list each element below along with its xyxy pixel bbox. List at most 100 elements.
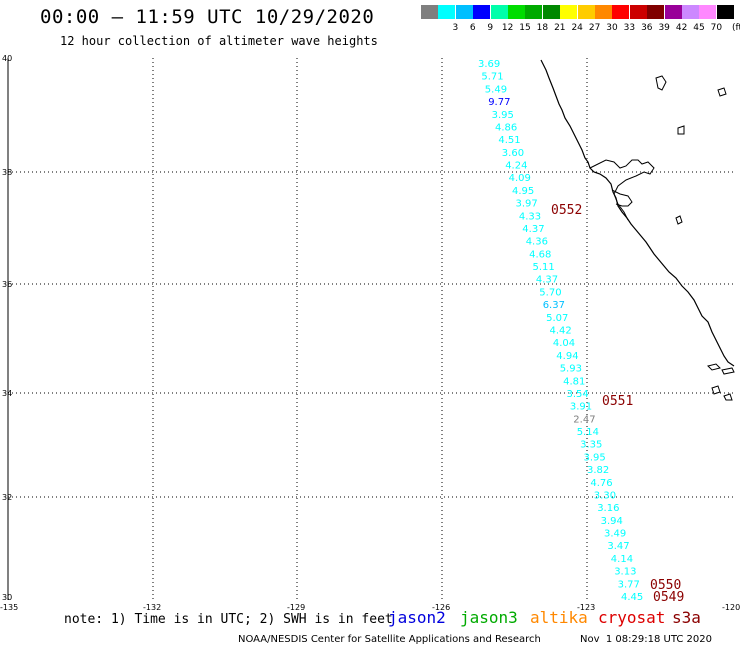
- wave-height-value: 3.95: [492, 110, 514, 121]
- wave-height-value: 5.49: [485, 84, 507, 95]
- pass-time-label: 0549: [653, 590, 684, 605]
- pass-time-label: 0551: [602, 394, 633, 409]
- credit-line: NOAA/NESDIS Center for Satellite Applica…: [238, 634, 541, 645]
- legend-label: 70: [710, 23, 723, 33]
- legend-swatch: [455, 5, 473, 19]
- legend-unit-label: (ft): [732, 23, 740, 33]
- inland-lake: [677, 125, 685, 135]
- wave-height-value: 3.30: [594, 491, 616, 502]
- lon-tick-labels: -135 -132 -129 -126 -123 -120: [0, 603, 740, 612]
- wave-height-value: 4.68: [529, 249, 551, 260]
- legend-label: 42: [675, 23, 688, 33]
- lon-tick-132: -132: [143, 603, 161, 612]
- wave-height-value: 4.45: [621, 592, 643, 603]
- legend-label: 18: [536, 23, 549, 33]
- wave-height-value: 3.95: [584, 452, 606, 463]
- legend-label: 45: [693, 23, 705, 33]
- wave-height-value: 3.60: [502, 148, 524, 159]
- legend-label: 9: [487, 23, 494, 33]
- legend-swatch: [525, 5, 543, 19]
- legend-label: 30: [606, 23, 618, 33]
- wave-height-value: 3.47: [607, 541, 629, 552]
- footer-note: note: 1) Time is in UTC; 2) SWH is in fe…: [64, 612, 393, 627]
- wave-height-value: 3.13: [614, 567, 636, 578]
- lat-tick-34: 34: [2, 389, 12, 398]
- wave-height-value: 3.82: [587, 465, 609, 476]
- lat-tick-38: 38: [2, 168, 12, 177]
- wave-height-value: 4.42: [550, 326, 572, 337]
- satellite-name-altika: altika: [530, 608, 588, 627]
- satellite-name-jason2: jason2: [388, 608, 446, 627]
- sf-bay: [589, 159, 655, 221]
- wave-height-value: 4.95: [512, 186, 534, 197]
- inland-lake-3: [675, 215, 683, 225]
- map-subtitle: 12 hour collection of altimeter wave hei…: [60, 34, 378, 48]
- wave-height-value: 5.93: [560, 364, 582, 375]
- wave-height-value: 5.71: [481, 72, 503, 83]
- legend-swatch: [647, 5, 665, 19]
- legend-label: 6: [469, 23, 476, 33]
- wave-height-value: 4.86: [495, 123, 517, 134]
- pass-time-label: 0552: [551, 203, 582, 218]
- pass-time-label: 0550: [650, 578, 681, 593]
- legend-swatch: [716, 5, 734, 19]
- legend-swatch: [438, 5, 456, 19]
- wave-height-value: 4.33: [519, 211, 541, 222]
- lat-tick-labels: 40 38 36 34 32 30: [2, 54, 12, 602]
- legend-swatch: [682, 5, 699, 19]
- wave-height-value: 3.91: [570, 402, 592, 413]
- legend-swatch: [595, 5, 612, 19]
- legend-label: 39: [658, 23, 670, 33]
- inland-lake-2: [717, 87, 727, 97]
- graticule: [8, 58, 734, 600]
- wave-height-value: 4.24: [505, 161, 527, 172]
- lat-tick-32: 32: [2, 493, 12, 502]
- wave-height-track: 3.69 5.715.49 9.77 3.95 4.864.51 3.60 4.244.09…: [478, 59, 643, 603]
- lon-tick-129: -129: [287, 603, 305, 612]
- legend-swatch: [612, 5, 630, 19]
- legend-label: 24: [571, 23, 583, 33]
- wave-height-value: 6.37: [543, 300, 565, 311]
- satellite-name-cryosat: cryosat: [598, 608, 666, 627]
- lon-tick-120: -120: [722, 603, 740, 612]
- lat-tick-36: 36: [2, 280, 12, 289]
- legend-label: 33: [623, 23, 636, 33]
- legend-swatch: [699, 5, 717, 19]
- wave-height-value: 4.94: [556, 351, 578, 362]
- wave-height-value: 5.07: [546, 313, 568, 324]
- legend-swatch: [560, 5, 578, 19]
- legend-label: 3: [452, 23, 459, 33]
- wave-height-value: 4.76: [590, 478, 612, 489]
- wave-height-value: 9.77: [488, 97, 510, 108]
- satellite-name-jason3: jason3: [460, 608, 518, 627]
- wave-height-value: 4.14: [611, 554, 633, 565]
- channel-islands: [707, 363, 735, 401]
- legend-swatch: [490, 5, 508, 19]
- satellite-name-s3a: s3a: [672, 608, 701, 627]
- legend-label: 36: [641, 23, 653, 33]
- wave-height-value: 4.09: [509, 173, 531, 184]
- legend-label: 15: [519, 23, 531, 33]
- lat-tick-30: 30: [2, 593, 12, 602]
- wave-height-value: 3.97: [516, 199, 538, 210]
- map-title: 00:00 – 11:59 UTC 10/29/2020: [40, 6, 375, 28]
- wave-height-value: 4.37: [522, 224, 544, 235]
- lon-tick-126: -126: [432, 603, 450, 612]
- wave-height-value: 2.47: [573, 414, 595, 425]
- wave-height-value: 4.04: [553, 338, 575, 349]
- legend-swatch: [473, 5, 491, 19]
- wave-height-value: 5.11: [533, 262, 555, 273]
- wave-height-value: 5.70: [539, 287, 561, 298]
- legend-swatch: [421, 5, 438, 19]
- wave-height-value: 3.35: [580, 440, 602, 451]
- wave-height-value: 5.14: [577, 427, 599, 438]
- monterey-bay: [611, 189, 633, 207]
- wave-height-value: 3.94: [601, 516, 623, 527]
- legend-label: 21: [554, 23, 566, 33]
- legend-swatch: [577, 5, 595, 19]
- wave-height-value: 4.51: [498, 135, 520, 146]
- legend-swatch: [664, 5, 682, 19]
- generated-timestamp: Nov 1 08:29:18 UTC 2020: [580, 634, 712, 645]
- legend-label: 12: [501, 23, 514, 33]
